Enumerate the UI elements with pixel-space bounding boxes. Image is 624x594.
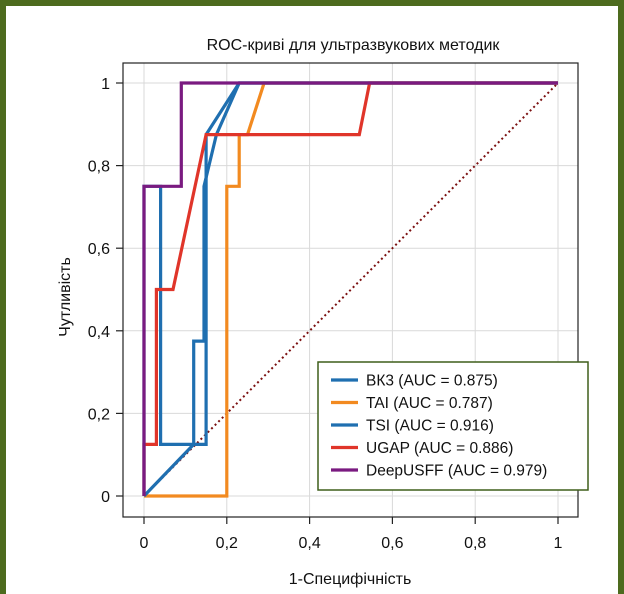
x-tick-label: 0,4 [298, 535, 320, 552]
x-tick-label: 0,8 [464, 535, 486, 552]
legend-box [317, 361, 589, 491]
series-line-2 [144, 81, 558, 498]
legend-label: DeepUSFF (AUC = 0.979) [366, 463, 547, 480]
x-axis-label: 1-Специфічність [289, 571, 412, 588]
plot-border [122, 62, 579, 518]
series-line-4 [142, 81, 558, 496]
y-tick-label: 0,8 [88, 159, 110, 176]
x-tick-label: 1 [554, 535, 563, 552]
roc-chart: ROC-криві для ультразвукових методик 0 0,… [57, 37, 589, 588]
chart-panel: ROC-криві для ультразвукових методик 0 0,… [6, 6, 618, 594]
y-tick-label: 0,6 [88, 241, 110, 258]
series-line-5 [142, 81, 558, 496]
legend-label: TSI (AUC = 0.916) [366, 418, 494, 435]
y-tick-label: 0,2 [88, 406, 110, 423]
y-tick-label: 0,4 [88, 324, 110, 341]
axis-ticks: 0 0,2 0,4 0,6 0,8 1 0 0,2 0,4 0,6 0,8 1 [88, 76, 563, 552]
y-tick-label: 1 [101, 76, 110, 93]
series-lines [142, 81, 559, 498]
legend: ВК3 (AUC = 0.875) TAI (AUC = 0.787) TSI (A… [317, 361, 589, 491]
y-tick-label: 0 [101, 489, 110, 506]
chart-title: ROC-криві для ультразвукових методик [207, 37, 501, 54]
legend-label: UGAP (AUC = 0.886) [366, 440, 513, 457]
x-tick-label: 0,6 [381, 535, 403, 552]
x-tick-label: 0,2 [216, 535, 238, 552]
series-line-3 [142, 81, 558, 498]
x-tick-label: 0 [140, 535, 149, 552]
y-axis-label: Чутливість [57, 257, 74, 337]
legend-label: TAI (AUC = 0.787) [366, 395, 493, 412]
legend-label: ВК3 (AUC = 0.875) [366, 373, 498, 390]
